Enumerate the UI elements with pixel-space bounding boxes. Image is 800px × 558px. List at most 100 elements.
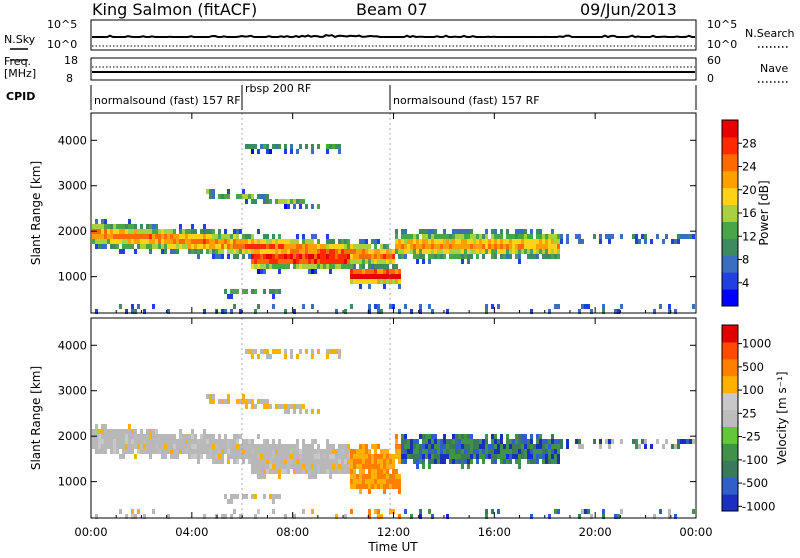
- velocity-cell: [431, 444, 434, 449]
- velocity-cell: [227, 444, 230, 449]
- power-cell: [329, 244, 332, 249]
- power-cell: [227, 294, 230, 299]
- velocity-cell: [617, 514, 620, 519]
- power-cell: [464, 244, 467, 249]
- velocity-cell: [140, 434, 143, 439]
- power-cell: [275, 264, 278, 269]
- power-cell: [491, 229, 494, 234]
- velocity-cell: [470, 449, 473, 454]
- velocity-cell: [221, 439, 224, 444]
- velocity-cell: [287, 404, 290, 409]
- power-cell: [176, 244, 179, 249]
- power-cell: [476, 244, 479, 249]
- velocity-cell: [494, 434, 497, 439]
- power-cell: [365, 274, 368, 279]
- power-cell: [131, 229, 134, 234]
- power-cell: [230, 309, 233, 314]
- velocity-cell: [260, 449, 263, 454]
- velocity-cell: [212, 434, 215, 439]
- velocity-cell: [362, 474, 365, 479]
- velocity-cell: [377, 509, 380, 514]
- power-cell: [383, 284, 386, 289]
- power-cell: [662, 239, 665, 244]
- power-cell: [338, 239, 341, 244]
- power-cell: [413, 234, 416, 239]
- velocity-cell: [368, 459, 371, 464]
- velocity-cell: [248, 439, 251, 444]
- power-cell: [293, 244, 296, 249]
- freq-panel-frame: [90, 57, 697, 81]
- power-cell: [326, 254, 329, 259]
- velocity-cell: [368, 489, 371, 494]
- velocity-cell: [266, 404, 269, 409]
- power-cell: [428, 229, 431, 234]
- power-cell: [464, 229, 467, 234]
- power-cell: [386, 254, 389, 259]
- power-cell: [131, 244, 134, 249]
- power-cell: [311, 239, 314, 244]
- power-cell: [233, 234, 236, 239]
- velocity-cell: [230, 454, 233, 459]
- velocity-cell: [368, 479, 371, 484]
- velocity-cell: [485, 439, 488, 444]
- power-cell: [350, 279, 353, 284]
- power-cell: [242, 194, 245, 199]
- power-cell: [326, 239, 329, 244]
- power-cell: [245, 234, 248, 239]
- power-cell: [545, 249, 548, 254]
- power-cell: [548, 244, 551, 249]
- velocity-cell: [173, 434, 176, 439]
- velocity-cell: [641, 439, 644, 444]
- power-cell: [98, 229, 101, 234]
- power-cell: [353, 254, 356, 259]
- velocity-cell: [260, 464, 263, 469]
- power-cell: [530, 309, 533, 314]
- velocity-cell: [326, 464, 329, 469]
- velocity-cell: [179, 439, 182, 444]
- velocity-cell: [164, 439, 167, 444]
- velocity-cell: [245, 399, 248, 404]
- power-cell: [182, 239, 185, 244]
- power-cell: [287, 239, 290, 244]
- velocity-cell: [131, 509, 134, 514]
- velocity-cell: [515, 434, 518, 439]
- velocity-cell: [665, 439, 668, 444]
- velocity-cell: [365, 479, 368, 484]
- power-cell: [209, 249, 212, 254]
- velocity-cell: [377, 469, 380, 474]
- power-cell: [137, 239, 140, 244]
- power-cell: [101, 244, 104, 249]
- power-cell: [101, 224, 104, 229]
- velocity-cell: [134, 434, 137, 439]
- velocity-cell: [122, 449, 125, 454]
- velocity-cell: [206, 439, 209, 444]
- velocity-cell: [200, 449, 203, 454]
- power-cell: [518, 249, 521, 254]
- velocity-cell: [167, 439, 170, 444]
- power-cell: [293, 254, 296, 259]
- velocity-cell: [353, 474, 356, 479]
- velocity-cell: [251, 444, 254, 449]
- velocity-cell: [356, 479, 359, 484]
- power-cell: [212, 249, 215, 254]
- velocity-cell: [395, 449, 398, 454]
- velocity-cell: [158, 444, 161, 449]
- power-cell: [593, 234, 596, 239]
- velocity-cell: [215, 439, 218, 444]
- power-cell: [476, 254, 479, 259]
- velocity-cell: [371, 484, 374, 489]
- power-cell: [272, 234, 275, 239]
- velocity-cell: [284, 349, 287, 354]
- velocity-cell: [212, 449, 215, 454]
- velocity-cell: [500, 434, 503, 439]
- power-cell: [128, 229, 131, 234]
- velocity-cell: [179, 434, 182, 439]
- velocity-cell: [275, 494, 278, 499]
- velocity-cell: [233, 439, 236, 444]
- power-cell: [446, 239, 449, 244]
- velocity-cell: [452, 444, 455, 449]
- power-cell: [218, 254, 221, 259]
- power-cell: [173, 249, 176, 254]
- power-cell: [200, 239, 203, 244]
